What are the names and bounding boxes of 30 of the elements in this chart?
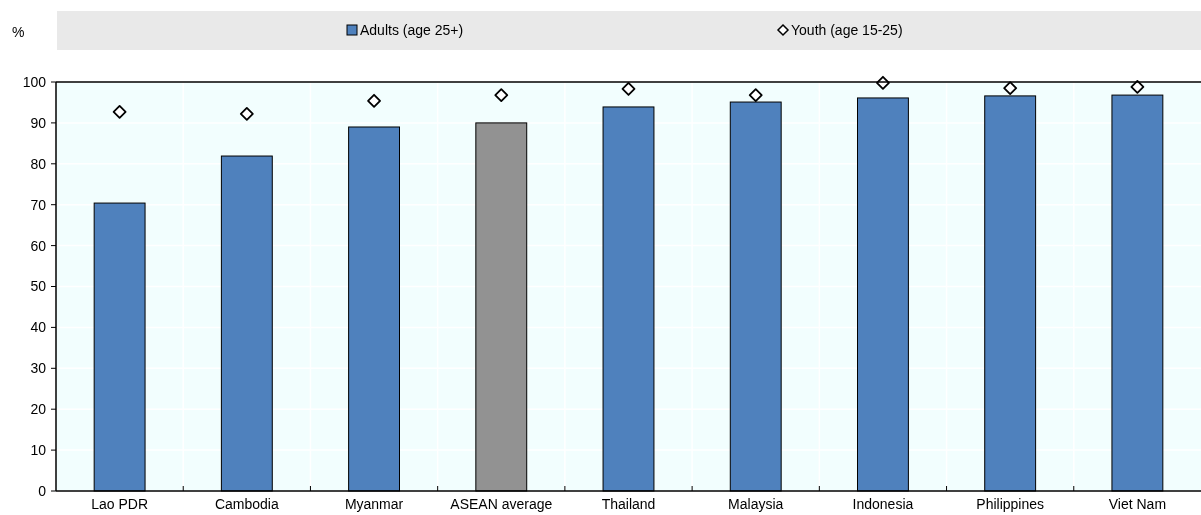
y-axis-title: % (12, 24, 25, 40)
point (621, 82, 636, 96)
x-tick-label: Philippines (976, 496, 1045, 512)
y-tick-label: 100 (22, 73, 47, 90)
x-tick-label: Lao PDR (91, 496, 149, 512)
point (494, 88, 509, 102)
point (239, 107, 254, 121)
legend-label: Youth (age 15-25) (791, 21, 903, 38)
y-tick-label: 20 (30, 401, 47, 418)
y-tick-label: 40 (30, 319, 47, 336)
x-tick-label: Indonesia (852, 496, 914, 512)
y-tick-label: 50 (30, 278, 47, 295)
y-tick-label: 60 (30, 237, 47, 254)
point (748, 88, 763, 102)
point (112, 104, 127, 119)
y-tick-label: 90 (30, 114, 47, 131)
y-tick-label: 70 (30, 196, 47, 213)
x-tick-label: Viet Nam (1108, 496, 1167, 512)
x-tick-label: Myanmar (344, 496, 404, 512)
legend-label: Adults (age 25+) (360, 21, 464, 38)
point (1003, 81, 1018, 96)
x-tick-label: Malaysia (728, 496, 784, 512)
y-tick-label: 30 (30, 360, 47, 377)
y-tick-label: 10 (30, 442, 47, 458)
y-tick-label: 80 (30, 155, 47, 172)
point (367, 93, 381, 108)
x-tick-label: ASEAN average (450, 496, 553, 512)
y-tick-label: 0 (38, 482, 47, 499)
x-tick-label: Thailand (601, 496, 656, 512)
x-tick-label: Cambodia (214, 496, 279, 512)
